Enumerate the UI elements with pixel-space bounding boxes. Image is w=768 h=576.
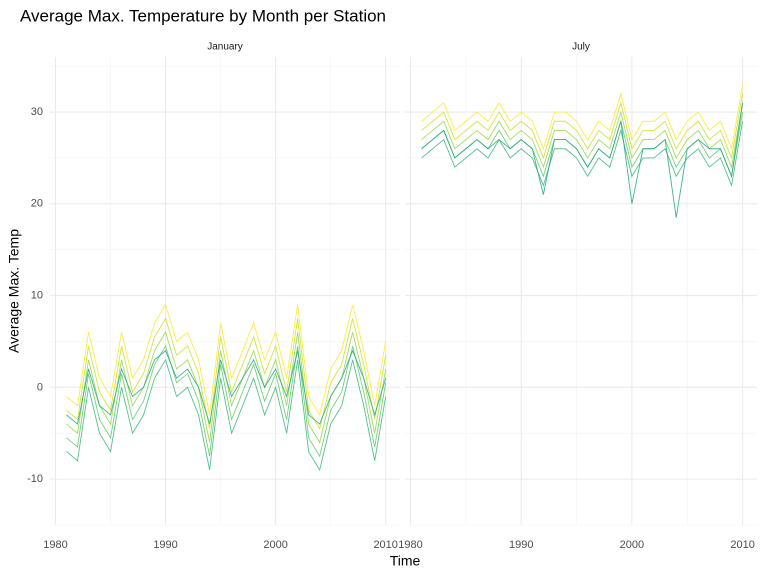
x-tick-label: 2010	[373, 539, 397, 551]
y-axis-title: Average Max. Temp	[6, 229, 22, 353]
x-tick-label: 2000	[620, 539, 644, 551]
x-tick-label: 1980	[43, 539, 67, 551]
station-line	[66, 349, 387, 425]
station-line	[421, 93, 744, 160]
y-tick-label: 30	[31, 106, 43, 118]
x-tick-label: 1990	[153, 539, 177, 551]
y-tick-label: -10	[27, 473, 43, 485]
x-axis-title: Time	[390, 553, 421, 569]
y-tick-label: 20	[31, 198, 43, 210]
facet-label: January	[207, 42, 243, 53]
station-line	[66, 344, 387, 458]
x-tick-label: 2000	[263, 539, 287, 551]
facet-label: July	[572, 42, 590, 53]
station-line	[66, 303, 387, 417]
x-tick-label: 1980	[398, 539, 422, 551]
station-line	[421, 121, 744, 188]
y-tick-label: 0	[37, 381, 43, 393]
x-tick-label: 1990	[509, 539, 533, 551]
station-line	[66, 358, 387, 472]
station-line	[66, 317, 387, 430]
x-tick-label: 2010	[730, 539, 754, 551]
station-line	[421, 102, 744, 169]
y-tick-label: 10	[31, 289, 43, 301]
chart-title: Average Max. Temperature by Month per St…	[20, 6, 386, 25]
station-line	[421, 102, 744, 218]
station-line	[421, 84, 744, 151]
